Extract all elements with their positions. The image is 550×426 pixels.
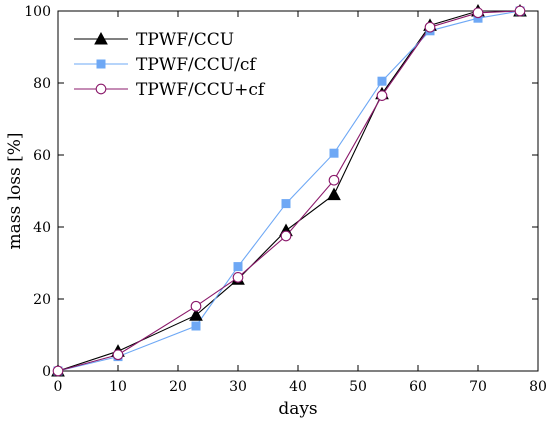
data-point-series-3 xyxy=(376,90,388,101)
data-point-series-3 xyxy=(424,21,436,33)
x-tick-label: 40 xyxy=(289,379,307,395)
data-point-series-3 xyxy=(328,174,340,186)
data-point-series-2 xyxy=(233,262,243,272)
data-point-series-2 xyxy=(473,13,483,23)
data-point-series-3 xyxy=(232,272,244,283)
legend-marker-2 xyxy=(96,59,106,69)
data-point-series-3 xyxy=(472,7,484,19)
data-point-series-2 xyxy=(191,321,201,331)
x-tick-label: 50 xyxy=(349,379,367,395)
y-tick-label: 20 xyxy=(33,292,51,308)
legend-label-3: TPWF/CCU+cf xyxy=(136,80,266,100)
x-tick-label: 60 xyxy=(409,379,427,395)
series-line-2 xyxy=(57,10,521,372)
legend-marker-3 xyxy=(95,83,107,95)
series-lines xyxy=(57,10,521,372)
y-tick-label: 40 xyxy=(33,220,51,236)
x-tick-label: 0 xyxy=(54,379,63,395)
y-tick-label: 60 xyxy=(33,148,51,164)
data-point-series-2 xyxy=(329,148,339,158)
data-point-series-3 xyxy=(112,349,124,361)
series-markers xyxy=(51,3,527,377)
x-tick-label: 30 xyxy=(229,379,247,395)
y-tick-label: 0 xyxy=(42,364,51,380)
legend: TPWF/CCU TPWF/CCU/cf TPWF/CCU+cf xyxy=(74,30,266,100)
x-tick-label: 20 xyxy=(169,379,187,395)
y-tick-label: 100 xyxy=(24,4,51,20)
x-axis-label: days xyxy=(278,399,317,419)
data-point-series-3 xyxy=(52,365,64,377)
data-point-series-3 xyxy=(280,230,292,242)
axis-ticks: 0 10 20 30 40 50 60 70 80 0 20 40 60 80 100 xyxy=(24,4,547,395)
y-tick-label: 80 xyxy=(33,76,51,92)
legend-label-2: TPWF/CCU/cf xyxy=(136,55,257,75)
x-tick-label: 10 xyxy=(109,379,127,395)
data-point-series-2 xyxy=(377,76,387,86)
legend-label-1: TPWF/CCU xyxy=(136,30,234,50)
series-line-1 xyxy=(57,10,520,372)
y-axis-label: mass loss [%] xyxy=(5,132,25,249)
x-tick-label: 80 xyxy=(529,379,547,395)
data-point-series-3 xyxy=(514,5,526,17)
x-tick-label: 70 xyxy=(469,379,487,395)
data-point-series-3 xyxy=(190,300,202,312)
data-point-series-1 xyxy=(189,308,203,321)
data-point-series-2 xyxy=(281,199,291,209)
series-line-3 xyxy=(57,10,521,372)
legend-marker-1 xyxy=(94,31,108,45)
data-point-series-1 xyxy=(327,187,341,201)
